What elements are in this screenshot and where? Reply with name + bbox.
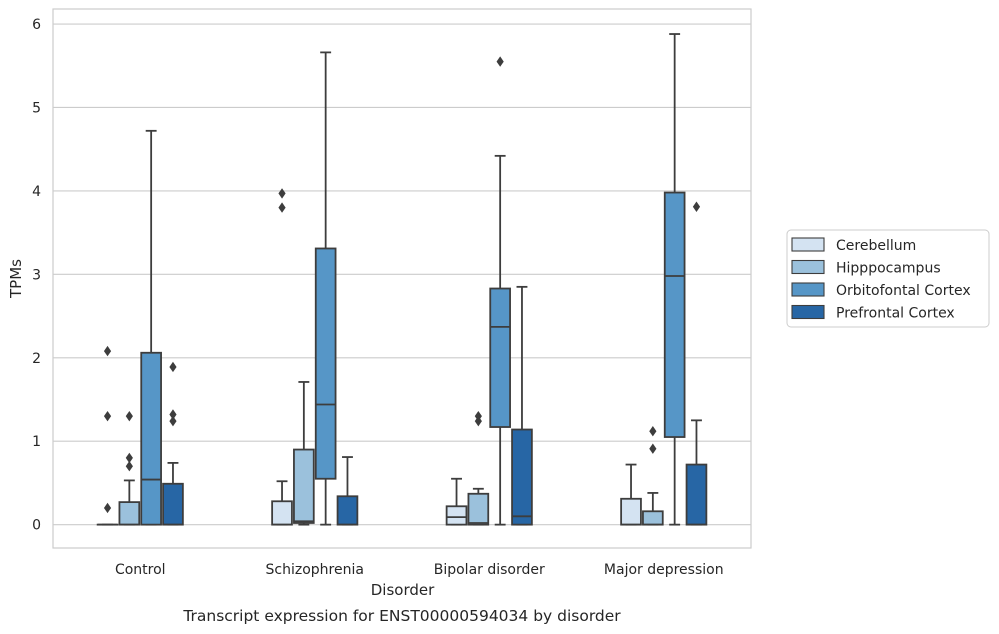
legend: Cerebellum Hipppocampus Orbitofontal Corte… [786,229,990,328]
y-tick-label-6: 6 [32,17,41,33]
legend-item-cerebellum: Cerebellum [791,237,916,254]
outlier-point [278,188,286,199]
outlier-point [169,409,177,420]
y-tick-label-4: 4 [32,184,41,200]
outlier-point [103,502,112,514]
y-tick-label-0: 0 [32,518,41,534]
box-body [140,351,162,526]
x-tick-label-bipolar-disorder: Bipolar disorder [434,562,545,578]
box-control-cerebellum [96,345,119,526]
legend-swatch [791,259,825,275]
legend-item-orbitofontal-cortex: Orbitofontal Cortex [791,282,971,299]
box-body [685,463,708,526]
outlier-point [474,410,482,422]
y-tick-label-3: 3 [32,267,41,283]
box-bipolar-disorder-orbitofontal-cortex [489,56,511,526]
box-bipolar-disorder-cerebellum [445,477,468,526]
box-schizophrenia-cerebellum [271,188,293,526]
gridlines [53,23,751,526]
legend-label: Orbitofontal Cortex [836,283,971,299]
box-schizophrenia-orbitofontal-cortex [314,51,337,526]
legend-label: Hipppocampus [836,261,941,277]
x-axis: Control Schizophrenia Bipolar disorder Majo… [115,562,724,578]
outlier-point [692,201,701,212]
x-tick-label-major-depression: Major depression [604,562,724,578]
outlier-point [103,345,112,357]
box-control-orbitofontal-cortex [140,129,162,526]
box-body [511,428,533,526]
box-body [162,482,184,526]
box-major-depression-prefrontal-cortex [685,201,708,526]
box-body [118,501,141,526]
box-schizophrenia-prefrontal-cortex [336,456,359,526]
outlier-point [496,56,504,67]
legend-swatch [791,304,825,320]
box-body [293,448,315,524]
box-bipolar-disorder-hipppocampus [467,410,490,526]
box-control-hipppocampus [118,410,141,526]
legend-label: Cerebellum [836,238,916,254]
box-body [314,247,337,480]
y-axis-label: TPMs [7,259,25,299]
box-schizophrenia-hipppocampus [293,381,315,526]
outlier-point [125,452,133,464]
legend-swatch [791,282,825,297]
box-body [620,497,642,526]
outlier-point [278,202,286,213]
x-axis-label: Disorder [371,581,435,599]
outlier-point [649,443,657,454]
box-major-depression-cerebellum [620,463,642,526]
box-bipolar-disorder-prefrontal-cortex [511,285,533,526]
box-body [642,510,664,526]
box-body [271,500,293,526]
y-tick-label-2: 2 [32,351,41,367]
outlier-point [169,415,177,427]
legend-swatch [791,237,825,252]
legend-item-hipppocampus: Hipppocampus [791,259,941,277]
outlier-point [103,410,112,422]
outlier-point [125,410,133,422]
legend-item-prefrontal-cortex: Prefrontal Cortex [791,304,955,322]
legend-label: Prefrontal Cortex [836,306,955,322]
box-body [489,287,511,428]
box-major-depression-orbitofontal-cortex [663,33,686,526]
outlier-point [649,425,657,437]
y-tick-label-1: 1 [32,434,41,450]
outlier-point [169,361,177,373]
plot-frame [52,8,752,549]
chart-caption: Transcript expression for ENST0000059403… [182,607,621,625]
x-tick-label-control: Control [115,562,166,578]
box-body [663,191,686,438]
plot-area [96,33,708,526]
y-tick-label-5: 5 [32,100,41,116]
outlier-point [125,461,133,472]
box-body [467,492,490,526]
x-tick-label-schizophrenia: Schizophrenia [266,562,364,578]
legend-frame [786,229,990,328]
box-body [336,495,359,526]
box-major-depression-hipppocampus [642,425,664,526]
box-control-prefrontal-cortex [162,361,184,526]
box-body [445,505,468,526]
y-axis: 0 1 2 3 4 5 6 [32,17,41,534]
